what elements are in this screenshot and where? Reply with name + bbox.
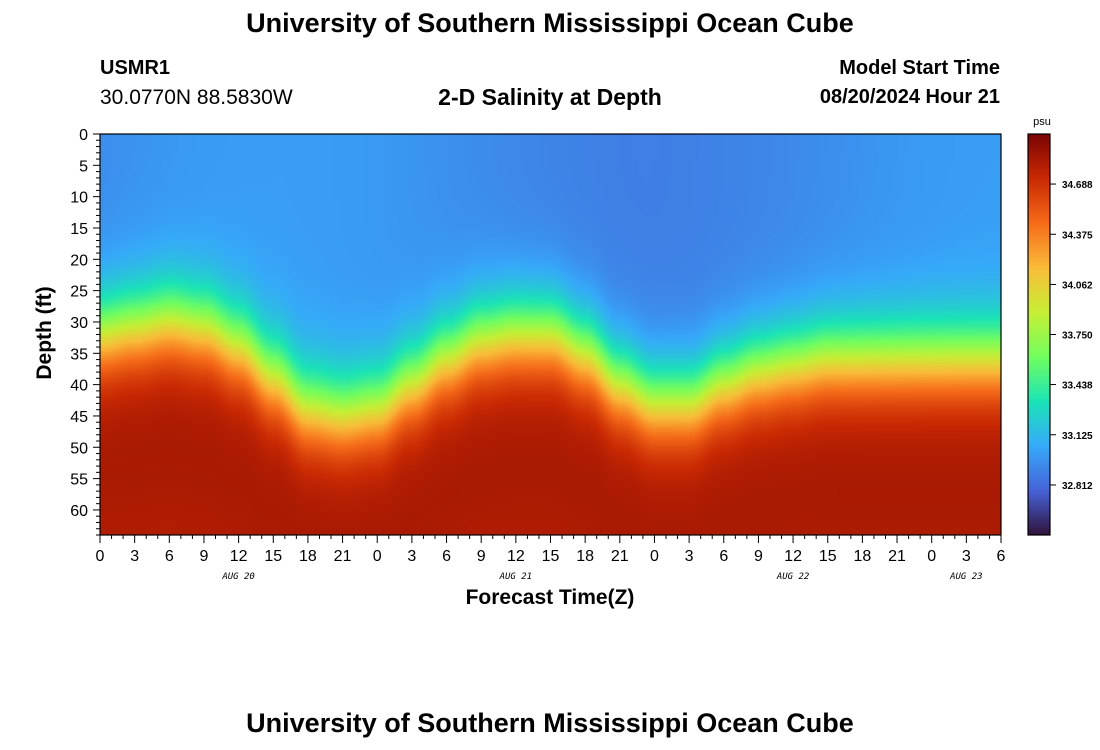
colorbar-tick-label: 32.812 (1062, 481, 1093, 492)
colorbar-tick-label: 33.750 (1062, 331, 1093, 342)
x-tick-label: 18 (576, 548, 594, 565)
y-tick-label: 50 (70, 440, 88, 457)
y-tick-label: 0 (79, 127, 88, 144)
salinity-heatmap (100, 134, 1001, 535)
x-tick-label: 12 (230, 548, 248, 565)
x-tick-label: 9 (477, 548, 486, 565)
colorbar-tick-label: 33.438 (1062, 381, 1093, 392)
station-id: USMR1 (100, 57, 171, 79)
x-tick-label: 18 (299, 548, 317, 565)
y-tick-label: 45 (70, 409, 88, 426)
x-tick-label: 6 (442, 548, 451, 565)
colorbar-tick-label: 34.375 (1062, 230, 1093, 241)
colorbar-tick-label: 33.125 (1062, 431, 1093, 442)
date-label: AUG 20 (221, 572, 255, 582)
x-tick-label: 21 (888, 548, 906, 565)
x-tick-label: 6 (165, 548, 174, 565)
chart-title: 2-D Salinity at Depth (438, 84, 662, 110)
x-tick-label: 15 (542, 548, 560, 565)
x-tick-label: 3 (685, 548, 694, 565)
y-tick-label: 25 (70, 284, 88, 301)
x-tick-label: 18 (853, 548, 871, 565)
colorbar-tick-label: 34.688 (1062, 180, 1093, 191)
colorbar-tick-label: 34.062 (1062, 280, 1093, 291)
y-tick-label: 55 (70, 472, 88, 489)
y-tick-label: 15 (70, 221, 88, 238)
x-tick-label: 0 (96, 548, 105, 565)
x-tick-label: 15 (819, 548, 837, 565)
x-tick-label: 12 (507, 548, 525, 565)
y-tick-label: 35 (70, 346, 88, 363)
y-tick-label: 60 (70, 503, 88, 520)
x-tick-label: 3 (130, 548, 139, 565)
colorbar-unit: psu (1033, 116, 1051, 128)
x-tick-label: 3 (407, 548, 416, 565)
model-start-label: Model Start Time (839, 57, 1000, 79)
x-tick-label: 3 (962, 548, 971, 565)
x-tick-label: 9 (754, 548, 763, 565)
x-tick-label: 0 (373, 548, 382, 565)
y-tick-label: 30 (70, 315, 88, 332)
x-tick-label: 15 (264, 548, 282, 565)
y-tick-label: 10 (70, 190, 88, 207)
model-start-time: 08/20/2024 Hour 21 (819, 86, 1000, 108)
y-axis-label: Depth (ft) (33, 286, 56, 379)
colorbar-scale (1027, 133, 1051, 536)
y-tick-label: 40 (70, 378, 88, 395)
x-tick-label: 21 (611, 548, 629, 565)
y-axis: 0 5 10 15 20 25 30 35 40 45 50 55 60 (70, 127, 100, 536)
x-tick-label: 6 (997, 548, 1006, 565)
y-tick-label: 20 (70, 252, 88, 269)
station-coordinates: 30.0770N 88.5830W (100, 86, 293, 109)
x-tick-label: 0 (927, 548, 936, 565)
page-title: University of Southern Mississippi Ocean… (246, 8, 854, 38)
x-tick-label: 0 (650, 548, 659, 565)
x-tick-label: 12 (784, 548, 802, 565)
colorbar: psu 34.688 34.375 34.062 33.750 33.438 33.125… (1027, 116, 1093, 536)
x-tick-label: 6 (719, 548, 728, 565)
date-label: AUG 21 (499, 572, 533, 582)
x-axis: 0 3 6 9 12 15 18 21 0 3 6 9 12 15 18 21 0 3 6 9 12 15 18 21 0 3 6 A… (96, 535, 1006, 582)
x-axis-label: Forecast Time(Z) (466, 586, 635, 609)
date-label: AUG 23 (949, 572, 983, 582)
x-tick-label: 21 (334, 548, 352, 565)
x-tick-label: 9 (200, 548, 209, 565)
date-label: AUG 22 (776, 572, 810, 582)
footer-title: University of Southern Mississippi Ocean… (246, 708, 854, 738)
y-tick-label: 5 (79, 158, 88, 175)
